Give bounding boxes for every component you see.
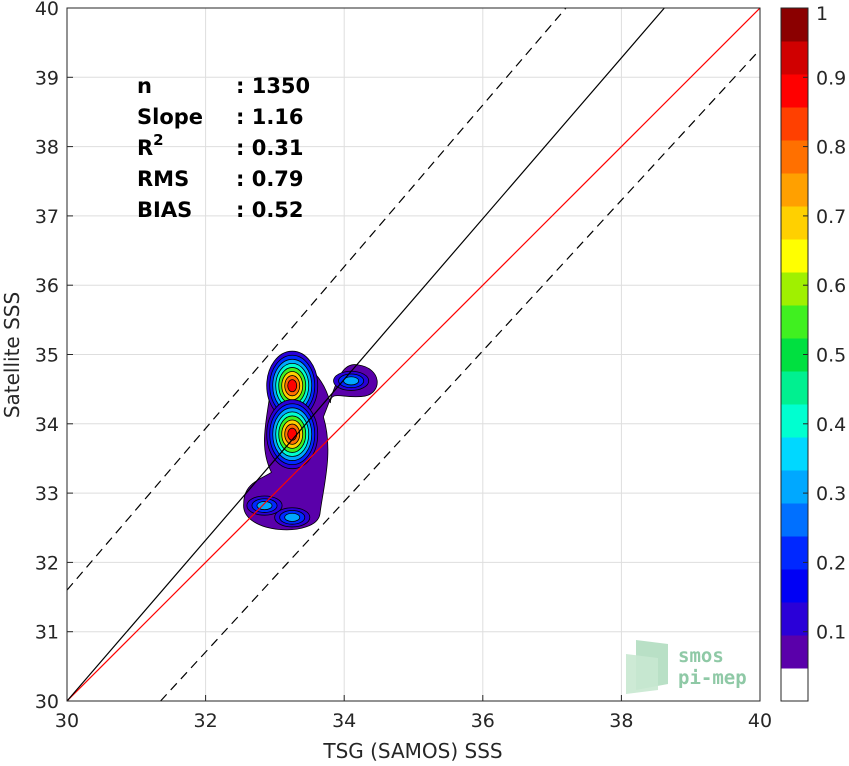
colorbar-segment <box>781 272 808 306</box>
y-tick-label: 36 <box>35 275 59 297</box>
colorbar-segment <box>781 74 808 108</box>
y-axis-ticks: 30 31 32 33 34 35 36 37 38 39 40 <box>35 0 73 713</box>
colorbar-segment <box>781 371 808 405</box>
x-tick-label: 32 <box>194 710 218 732</box>
stat-value: : 0.79 <box>236 167 304 191</box>
stat-label: RMS <box>137 167 189 191</box>
colorbar <box>780 7 809 702</box>
colorbar-segment <box>781 668 808 702</box>
reference-lines <box>67 8 760 701</box>
colorbar-segment <box>781 503 808 537</box>
colorbar-segment <box>781 239 808 273</box>
colorbar-segment <box>781 470 808 504</box>
y-tick-label: 38 <box>35 137 59 159</box>
colorbar-ticks: 0.1 0.2 0.3 0.4 0.5 0.6 0.7 0.8 0.9 1 <box>803 3 846 644</box>
colorbar-tick-label: 1 <box>816 3 828 25</box>
stat-label: BIAS <box>137 198 192 222</box>
colorbar-segment <box>781 140 808 174</box>
upper-bound-line <box>67 8 567 591</box>
y-tick-label: 33 <box>35 483 59 505</box>
colorbar-tick-label: 0.3 <box>816 483 846 505</box>
contour-peak-4 <box>284 512 301 522</box>
colorbar-tick-label: 0.1 <box>816 622 846 644</box>
colorbar-segment <box>781 635 808 669</box>
stat-value: : 1350 <box>236 74 310 98</box>
colorbar-segment <box>781 536 808 570</box>
x-tick-label: 30 <box>55 710 79 732</box>
contour-peak-1 <box>287 427 298 441</box>
colorbar-tick-label: 0.8 <box>816 137 846 159</box>
colorbar-segment <box>781 437 808 471</box>
y-tick-label: 35 <box>35 345 59 367</box>
stat-value: : 1.16 <box>236 105 304 129</box>
stat-label: n <box>137 74 152 98</box>
regression-fit-line <box>67 8 665 701</box>
one-to-one-line <box>67 8 760 701</box>
x-axis-label: TSG (SAMOS) SSS <box>322 739 502 763</box>
colorbar-segment <box>781 569 808 603</box>
y-tick-label: 37 <box>35 206 59 228</box>
colorbar-tick-label: 0.5 <box>816 345 846 367</box>
colorbar-segment <box>781 305 808 339</box>
stat-value: : 0.31 <box>236 136 304 160</box>
x-tick-label: 36 <box>471 710 495 732</box>
colorbar-segment <box>781 41 808 75</box>
colorbar-tick-label: 0.4 <box>816 414 846 436</box>
y-tick-label: 40 <box>35 0 59 20</box>
colorbar-segment <box>781 8 808 42</box>
y-tick-label: 30 <box>35 691 59 713</box>
colorbar-segment <box>781 602 808 636</box>
y-axis-label: Satellite SSS <box>0 292 24 418</box>
stat-label: Slope <box>137 105 203 129</box>
colorbar-tick-label: 0.9 <box>816 67 846 89</box>
logo-line2: pi-mep <box>678 667 747 689</box>
colorbar-segment <box>781 404 808 438</box>
x-tick-label: 38 <box>609 710 633 732</box>
colorbar-segment <box>781 173 808 207</box>
y-tick-label: 31 <box>35 622 59 644</box>
x-tick-label: 34 <box>332 710 356 732</box>
density-contours <box>243 350 378 531</box>
y-tick-label: 39 <box>35 67 59 89</box>
grid <box>66 7 761 702</box>
stat-value: : 0.52 <box>236 198 304 222</box>
stat-superscript: 2 <box>153 131 163 149</box>
colorbar-tick-label: 0.6 <box>816 275 846 297</box>
logo-line1: smos <box>678 645 724 667</box>
lower-bound-line <box>160 49 760 701</box>
contour-peak-0 <box>287 379 298 393</box>
colorbar-segment <box>781 107 808 141</box>
colorbar-tick-label: 0.2 <box>816 552 846 574</box>
smos-pimep-logo: smos pi-mep <box>626 640 747 694</box>
y-tick-label: 34 <box>35 414 59 436</box>
logo-mark-front <box>626 654 658 694</box>
x-axis-ticks: 30 32 34 36 38 40 <box>55 695 772 732</box>
colorbar-tick-label: 0.7 <box>816 206 846 228</box>
y-tick-label: 32 <box>35 552 59 574</box>
x-tick-label: 40 <box>748 710 772 732</box>
colorbar-segment <box>781 206 808 240</box>
